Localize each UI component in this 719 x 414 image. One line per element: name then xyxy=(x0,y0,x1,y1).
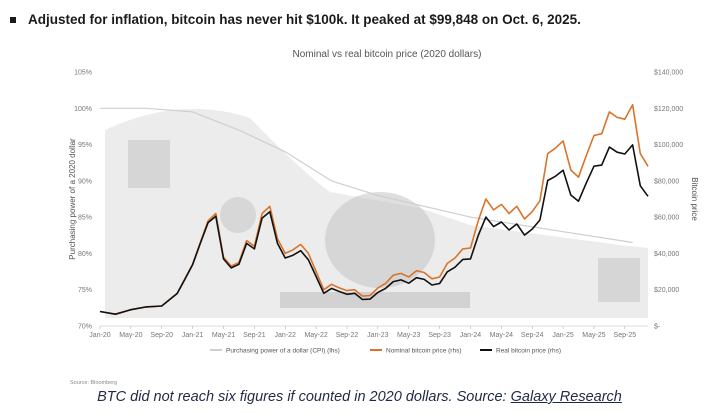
y-left-tick-label: 75% xyxy=(78,287,92,294)
y-left-tick-label: 80% xyxy=(78,251,92,258)
headline: Adjusted for inflation, bitcoin has neve… xyxy=(10,12,581,27)
x-tick-label: May-24 xyxy=(490,332,513,339)
chart-title: Nominal vs real bitcoin price (2020 doll… xyxy=(293,49,482,60)
x-tick-label: Jan-24 xyxy=(460,332,482,339)
legend-label: Purchasing power of a dollar (CPI) (lhs) xyxy=(226,348,340,355)
real-price-series-line xyxy=(99,144,649,316)
caption-text: BTC did not reach six figures if counted… xyxy=(97,389,511,405)
source-note: Source: Bloomberg xyxy=(70,380,117,386)
bill-numeral-one xyxy=(128,140,170,188)
y-left-tick-label: 95% xyxy=(78,142,92,149)
x-tick-label: May-20 xyxy=(119,332,142,339)
y-right-axis-title: Bitcoin price xyxy=(690,177,699,221)
x-tick-label: Sep-23 xyxy=(428,332,451,339)
caption: BTC did not reach six figures if counted… xyxy=(0,389,719,405)
x-tick-label: Jan-23 xyxy=(367,332,389,339)
y-right-tick-label: $80,000 xyxy=(654,178,679,185)
x-tick-label: May-21 xyxy=(212,332,235,339)
y-right-tick-label: $120,000 xyxy=(654,106,683,113)
x-tick-label: May-25 xyxy=(582,332,605,339)
x-tick-label: Sep-25 xyxy=(614,332,637,339)
bill-portrait xyxy=(325,192,435,288)
bill-corner-numeral xyxy=(598,258,640,302)
x-tick-label: Sep-24 xyxy=(521,332,544,339)
x-tick-label: Jan-25 xyxy=(552,332,574,339)
headline-text: Adjusted for inflation, bitcoin has neve… xyxy=(28,12,581,27)
x-tick-label: Jan-20 xyxy=(89,332,111,339)
y-right-axis: $140,000 $120,000 $100,000 $80,000 $60,000 $4… xyxy=(654,70,683,331)
legend: Purchasing power of a dollar (CPI) (lhs)… xyxy=(210,348,561,355)
x-tick-label: Jan-22 xyxy=(275,332,297,339)
y-right-tick-label: $40,000 xyxy=(654,251,679,258)
legend-label: Real bitcoin price (rhs) xyxy=(496,348,561,355)
x-tick-label: Sep-20 xyxy=(150,332,173,339)
y-left-tick-label: 85% xyxy=(78,215,92,222)
y-left-tick-label: 90% xyxy=(78,178,92,185)
y-left-tick-label: 100% xyxy=(74,106,92,113)
y-left-axis: 105% 100% 95% 90% 85% 80% 75% 70% xyxy=(74,70,92,331)
bullet-icon xyxy=(10,16,16,23)
y-left-axis-title: Purchasing power of a 2020 dollar xyxy=(68,138,77,260)
x-tick-label: Jan-21 xyxy=(182,332,204,339)
x-tick-label: May-23 xyxy=(397,332,420,339)
y-right-tick-label: $60,000 xyxy=(654,215,679,222)
x-tick-label: Sep-22 xyxy=(336,332,359,339)
cpi-series-line xyxy=(100,107,633,244)
legend-label: Nominal bitcoin price (rhs) xyxy=(386,348,462,355)
x-tick-label: May-22 xyxy=(304,332,327,339)
series-layer xyxy=(99,103,649,316)
y-right-tick-label: $100,000 xyxy=(654,142,683,149)
y-right-tick-label: $20,000 xyxy=(654,287,679,294)
dollar-bill-illustration xyxy=(105,108,648,319)
bill-seal xyxy=(220,197,256,233)
y-right-tick-label: $140,000 xyxy=(654,70,683,77)
y-right-tick-label: $- xyxy=(654,324,661,331)
x-axis: Jan-20 May-20 Sep-20 Jan-21 May-21 Sep-21 Jan-… xyxy=(89,326,636,339)
galaxy-research-link[interactable]: Galaxy Research xyxy=(510,389,622,405)
y-left-tick-label: 70% xyxy=(78,324,92,331)
x-tick-label: Sep-21 xyxy=(243,332,266,339)
y-left-tick-label: 105% xyxy=(74,70,92,77)
bill-one-dollar-banner xyxy=(280,292,470,308)
